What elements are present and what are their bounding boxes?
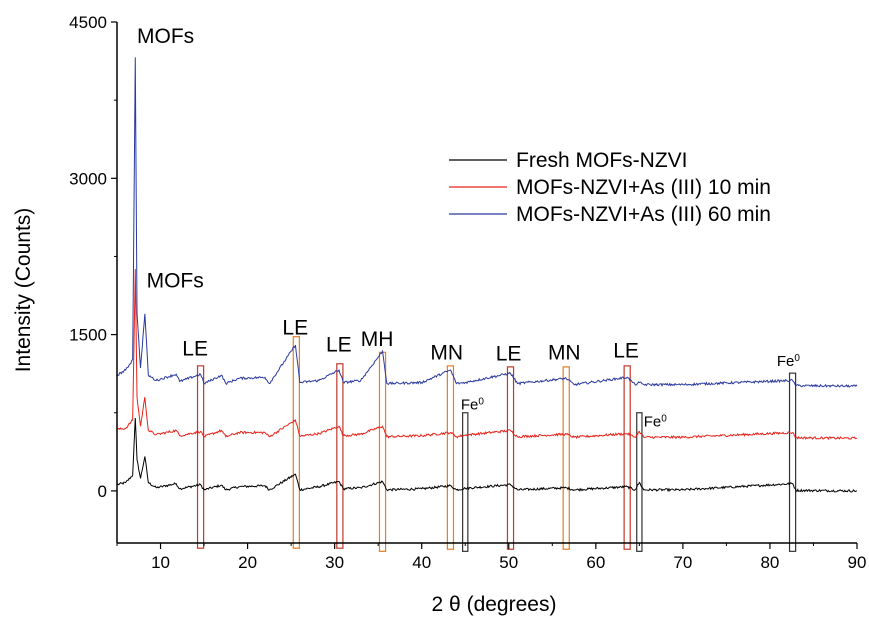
y-tick-label: 3000: [69, 169, 107, 188]
peak-annotations: MOFs MOFs LE LE LE MH MN LE MN LE Fe0 Fe0 Fe0: [137, 25, 800, 430]
marker-box-7: [562, 366, 570, 550]
legend-label-2: MOFs-NZVI+As (III) 60 min: [516, 203, 771, 226]
series-line-0: [116, 417, 858, 493]
peak-label-6: MN: [430, 342, 463, 365]
marker-box-1: [292, 336, 300, 549]
series-lines: [116, 57, 858, 493]
peak-label-superscript: 0: [661, 413, 667, 424]
peak-label-4: LE: [326, 333, 352, 356]
peak-label-5: MH: [361, 328, 394, 351]
x-tick-label: 30: [325, 553, 344, 572]
peak-label-0: MOFs: [137, 25, 194, 48]
legend: Fresh MOFs-NZVI MOFs-NZVI+As (III) 10 min…: [449, 149, 771, 226]
peak-label-9: LE: [613, 340, 639, 363]
x-tick-label: 20: [238, 553, 257, 572]
x-tick-label: 80: [760, 553, 779, 572]
legend-label-1: MOFs-NZVI+As (III) 10 min: [516, 176, 771, 199]
marker-box-4: [446, 365, 455, 550]
series-line-1: [116, 268, 858, 441]
peak-label-11: Fe0: [644, 413, 668, 431]
peak-label-superscript: 0: [794, 352, 800, 363]
y-tick-label: 1500: [69, 326, 107, 345]
peak-label-1: MOFs: [147, 270, 204, 293]
x-tick-label: 70: [673, 553, 692, 572]
y-axis-title: Intensity (Counts): [12, 208, 35, 373]
peak-label-10: Fe0: [461, 396, 485, 414]
marker-box-2: [336, 363, 344, 549]
legend-label-0: Fresh MOFs-NZVI: [516, 149, 688, 172]
peak-label-superscript: 0: [478, 396, 484, 407]
peak-label-7: LE: [496, 343, 522, 366]
peak-label-8: MN: [548, 342, 581, 365]
x-tick-label: 50: [499, 553, 518, 572]
marker-box-0: [196, 365, 205, 549]
marker-box-3: [378, 351, 387, 552]
x-axis-title: 2 θ (degrees): [432, 593, 557, 616]
peak-label-12: Fe0: [777, 352, 801, 370]
marker-box-9: [636, 412, 643, 552]
peak-label-3: LE: [282, 317, 308, 340]
marker-box-10: [788, 372, 797, 552]
axes: 10 20 30 40 50 60 70 80 90 0 1500 3000 4500: [69, 13, 866, 572]
y-tick-label: 4500: [69, 13, 107, 32]
y-tick-label: 0: [98, 482, 107, 501]
x-tick-label: 60: [586, 553, 605, 572]
marker-box-5: [462, 412, 469, 552]
series-line-2: [116, 57, 858, 388]
x-tick-label: 90: [848, 553, 867, 572]
x-tick-label: 40: [412, 553, 431, 572]
peak-label-2: LE: [182, 337, 208, 360]
x-tick-label: 10: [151, 553, 170, 572]
marker-box-6: [506, 366, 515, 550]
marker-boxes: [196, 336, 797, 552]
marker-box-8: [623, 365, 631, 550]
